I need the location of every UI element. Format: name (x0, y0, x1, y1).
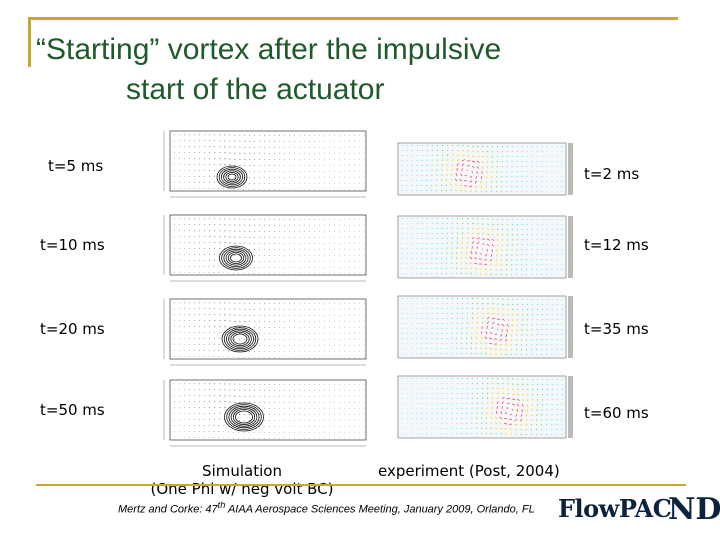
simulation-vector-field-1 (163, 130, 367, 198)
vector-arrows (401, 297, 563, 356)
vortex-core (224, 402, 264, 432)
vortex-core (219, 245, 253, 271)
experiment-caption: experiment (Post, 2004) (378, 462, 560, 480)
vortex-core (216, 165, 248, 189)
sim-time-label-1: t=5 ms (48, 157, 104, 175)
simulation-vector-field-3 (163, 298, 367, 366)
bottom-rule (36, 484, 686, 486)
vector-arrows (401, 144, 563, 193)
exp-time-label-4: t=60 ms (584, 404, 649, 422)
simulation-plot-3 (142, 295, 370, 377)
experiment-plot-1 (394, 141, 580, 207)
vector-arrows (173, 218, 365, 274)
left-rule (28, 17, 31, 67)
colorbar (568, 143, 573, 195)
flowpac-logo: FlowPAC ND (556, 492, 720, 532)
simulation-vector-field-2 (163, 214, 367, 282)
experiment-vector-field-1 (397, 142, 573, 196)
colorbar (568, 296, 573, 358)
plot-frame (169, 214, 367, 276)
plot-frame (169, 298, 367, 360)
simulation-plot-4 (142, 376, 370, 458)
simulation-plot-2 (142, 211, 370, 293)
experiment-plot-2 (394, 214, 580, 290)
exp-time-label-3: t=35 ms (584, 320, 649, 338)
simulation-vector-field-4 (163, 379, 367, 447)
title-line-1: “Starting” vortex after the impulsive (36, 33, 502, 66)
slide-title: “Starting” vortex after the impulsive st… (36, 30, 676, 110)
experiment-vector-field-4 (397, 375, 573, 439)
citation: Mertz and Corke: 47th AIAA Aerospace Sci… (118, 500, 535, 516)
experiment-vector-field-3 (397, 295, 573, 359)
vector-arrows (401, 377, 563, 436)
sim-time-label-2: t=10 ms (40, 236, 105, 254)
citation-prefix: Mertz and Corke: 47 (118, 503, 218, 516)
vector-arrows (173, 302, 365, 358)
plot-frame (169, 130, 367, 192)
title-line-2: start of the actuator (126, 73, 385, 106)
flowpac-wordmark: FlowPAC (558, 494, 672, 523)
experiment-plot-3 (394, 294, 580, 370)
simulation-caption-line-1: Simulation (202, 462, 282, 480)
citation-suffix: AIAA Aerospace Sciences Meeting, January… (225, 503, 535, 516)
plot-frame (169, 379, 367, 441)
exp-time-label-2: t=12 ms (584, 236, 649, 254)
top-rule (28, 17, 678, 20)
experiment-vector-field-2 (397, 215, 573, 279)
vector-arrows (401, 217, 563, 276)
plot-frame (397, 375, 567, 439)
experiment-plot-4 (394, 374, 580, 450)
citation-sup: th (217, 500, 226, 510)
plot-frame (397, 215, 567, 279)
exp-time-label-1: t=2 ms (584, 165, 640, 183)
simulation-caption: Simulation (One Phi w/ neg volt BC) (132, 462, 352, 498)
colorbar (568, 216, 573, 278)
vector-arrows (173, 383, 365, 439)
simulation-plot-1 (142, 127, 370, 209)
colorbar (568, 376, 573, 438)
simulation-caption-line-2: (One Phi w/ neg volt BC) (150, 480, 334, 498)
vortex-core (221, 325, 259, 353)
nd-monogram: ND (668, 492, 720, 527)
sim-time-label-4: t=50 ms (40, 401, 105, 419)
sim-time-label-3: t=20 ms (40, 320, 105, 338)
plot-frame (397, 142, 567, 196)
